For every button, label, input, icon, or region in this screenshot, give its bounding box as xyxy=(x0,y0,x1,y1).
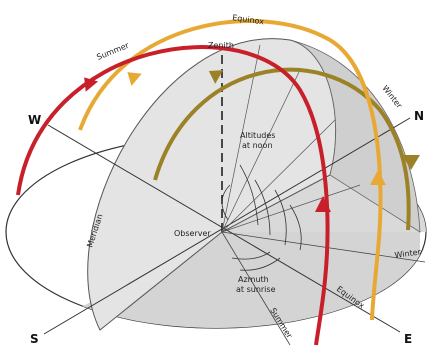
dome-back-shell xyxy=(289,39,421,233)
equinox-label-top: Equinox xyxy=(232,13,265,26)
altitude-arcs xyxy=(221,164,302,251)
equinox-sun-path xyxy=(78,19,383,321)
north-south-axis xyxy=(43,117,411,335)
azimuth-arcs xyxy=(231,251,281,271)
winter-sunrise-line xyxy=(221,231,426,263)
winter-label-bottom: Winter xyxy=(394,247,422,260)
winter-arrow-right xyxy=(402,155,420,170)
equinox-arrow-right xyxy=(370,170,386,185)
summer-sunrise-line xyxy=(221,231,291,346)
summer-sun-path xyxy=(16,45,330,346)
direction-south: S xyxy=(30,332,39,346)
altitudes-label-2: at noon xyxy=(242,141,273,150)
summer-arrow-top xyxy=(84,77,98,92)
observer-label: Observer xyxy=(174,229,211,238)
altitudes-label-1: Altitudes xyxy=(240,131,275,140)
winter-sun-path xyxy=(153,67,411,231)
direction-north: N xyxy=(414,109,424,123)
azimuth-label-2: at sunrise xyxy=(236,285,276,294)
winter-label-top: Winter xyxy=(380,84,404,111)
winter-arrow-top xyxy=(208,70,224,84)
summer-arrow-right xyxy=(315,196,331,212)
equinox-arrow-top xyxy=(127,72,142,86)
azimuth-label-1: Azmuth xyxy=(238,275,269,284)
direction-east: E xyxy=(404,332,412,346)
zenith-label: Zenith xyxy=(208,41,234,50)
direction-west: W xyxy=(28,113,41,127)
summer-label-top: Summer xyxy=(95,41,131,62)
